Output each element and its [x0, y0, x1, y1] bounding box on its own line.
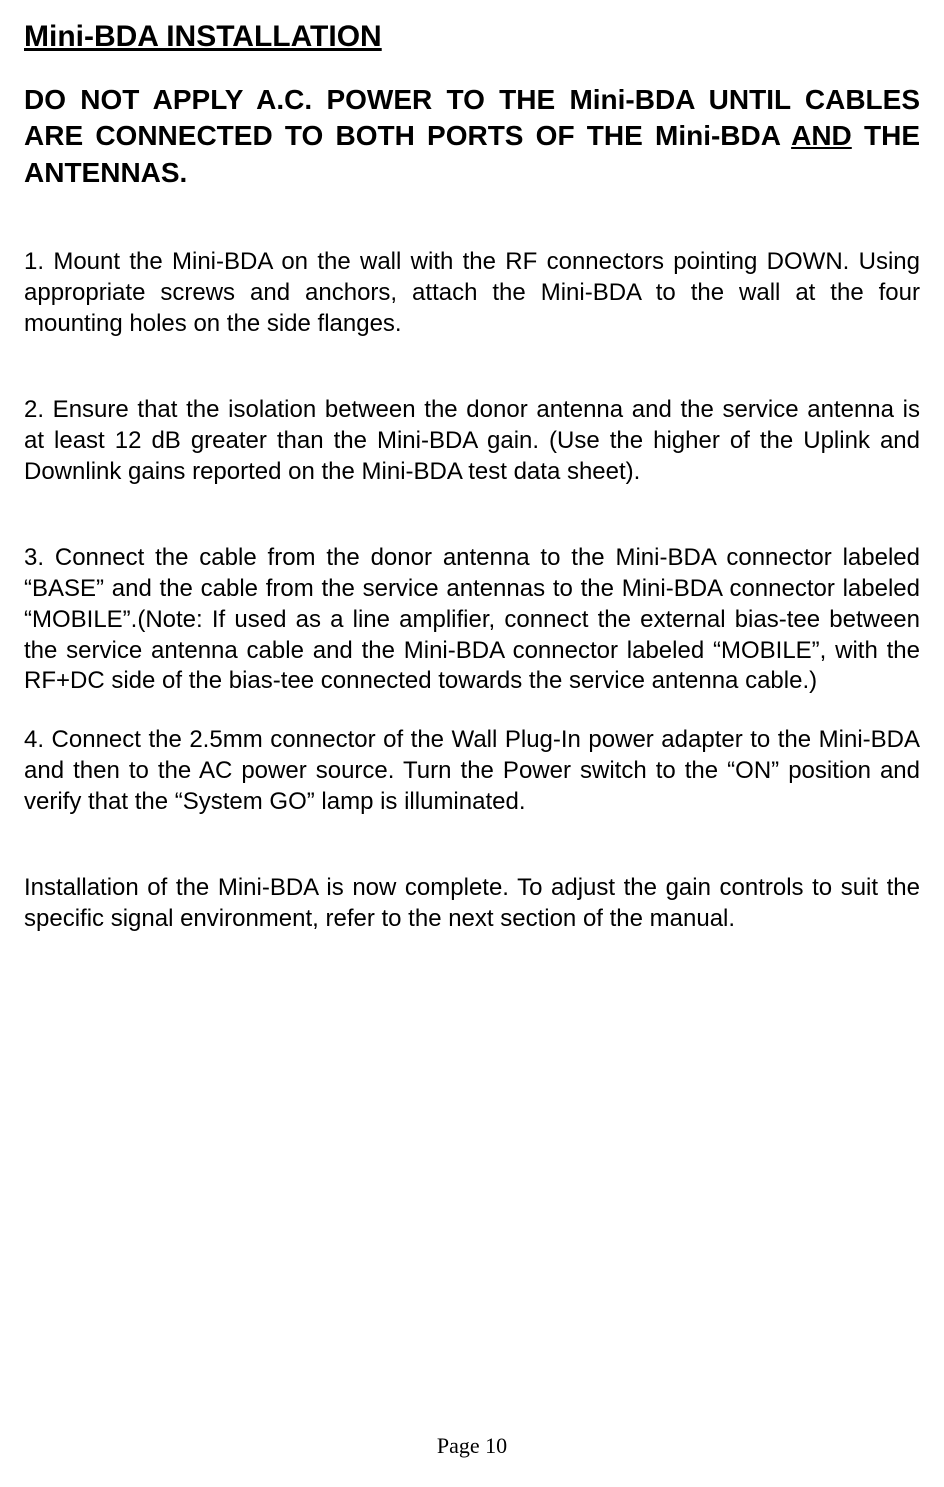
page-title: Mini-BDA INSTALLATION	[24, 20, 920, 54]
closing-text: Installation of the Mini-BDA is now comp…	[24, 873, 920, 934]
page-footer: Page 10	[0, 1433, 944, 1459]
step-2: 2. Ensure that the isolation between the…	[24, 395, 920, 487]
step-1: 1. Mount the Mini-BDA on the wall with t…	[24, 247, 920, 339]
warning-underlined: AND	[791, 120, 852, 151]
step-4: 4. Connect the 2.5mm connector of the Wa…	[24, 725, 920, 817]
warning-part1: DO NOT APPLY A.C. POWER TO THE Mini-BDA …	[24, 84, 920, 151]
step-3: 3. Connect the cable from the donor ante…	[24, 543, 920, 697]
warning-text: DO NOT APPLY A.C. POWER TO THE Mini-BDA …	[24, 82, 920, 191]
